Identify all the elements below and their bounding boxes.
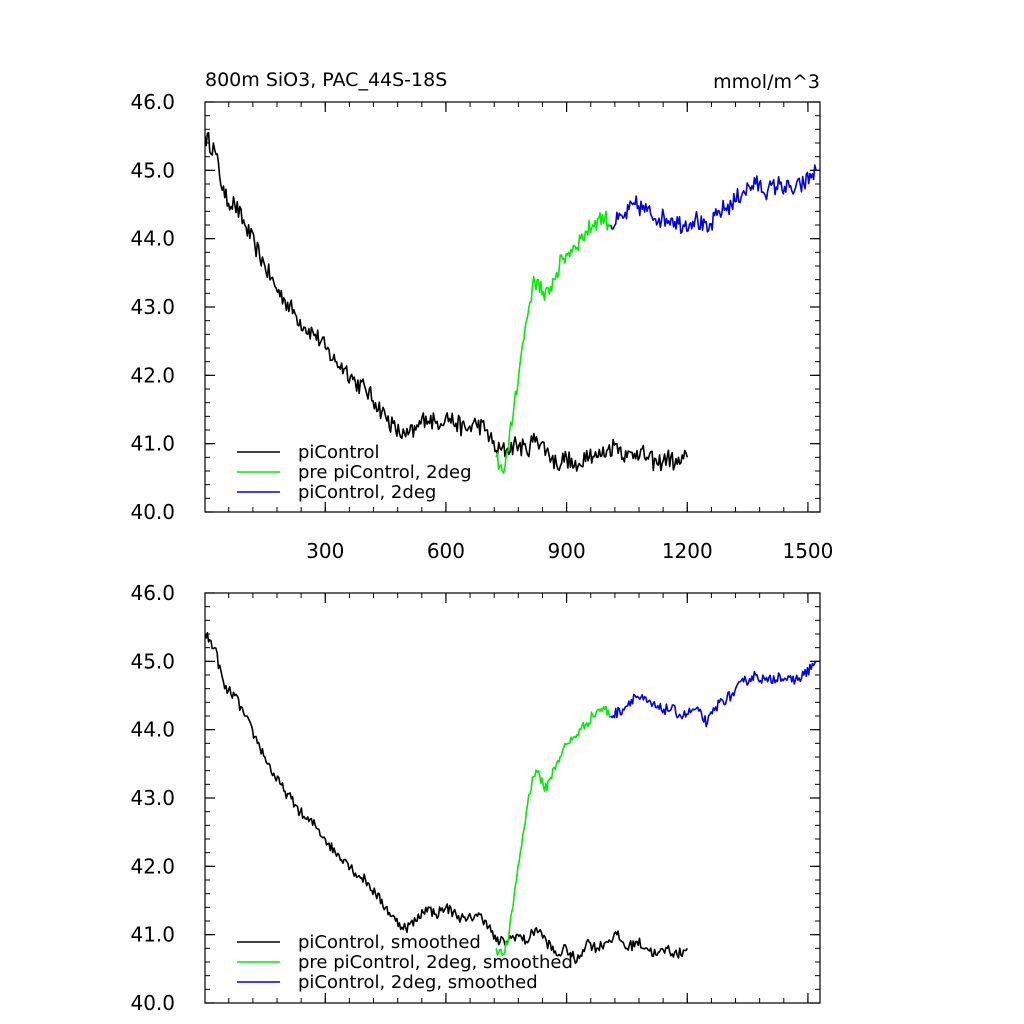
panel-bottom: 40.0 41.0 42.0 43.0 44.0 45.0 46.0 piControl, s… [130,581,821,1015]
y-tick-label: 41.0 [130,432,175,456]
y-tick-label: 44.0 [130,227,175,251]
chart-units: mmol/m^3 [713,71,820,93]
x-tick-label: 300 [306,539,344,563]
series-line-2 [495,210,612,474]
y-tick-label: 40.0 [130,991,175,1015]
legend-label: piControl, 2deg [298,482,436,503]
series-line-3 [610,660,817,728]
legend-label: pre piControl, 2deg [298,462,472,483]
panel-top: 40.0 41.0 42.0 43.0 44.0 45.0 46.0 300 600 900 120… [130,90,833,563]
y-tick-label: 43.0 [130,295,175,319]
y-tick-label: 42.0 [130,854,175,878]
y-tick-label: 40.0 [130,500,175,524]
y-tick-label: 45.0 [130,158,175,182]
legend-label: piControl, smoothed [298,932,481,953]
x-tick-label: 1500 [782,539,833,563]
y-tick-label: 43.0 [130,786,175,810]
y-tick-label: 42.0 [130,363,175,387]
series-line-3 [610,164,817,234]
series-line-1 [205,631,688,965]
x-tick-label: 600 [427,539,465,563]
series-line-1 [205,131,689,472]
x-tick-label: 900 [548,539,586,563]
y-tick-label: 41.0 [130,923,175,947]
legend-label: pre piControl, 2deg, smoothed [298,952,573,973]
legend-label: piControl [298,442,380,463]
y-tick-label: 46.0 [130,90,175,114]
y-tick-label: 46.0 [130,581,175,605]
y-tick-label: 45.0 [130,649,175,673]
legend-label: piControl, 2deg, smoothed [298,972,538,993]
chart-title: 800m SiO3, PAC_44S-18S [205,69,447,91]
y-tick-label: 44.0 [130,718,175,742]
x-tick-label: 1200 [662,539,713,563]
series-line-2 [495,705,612,957]
